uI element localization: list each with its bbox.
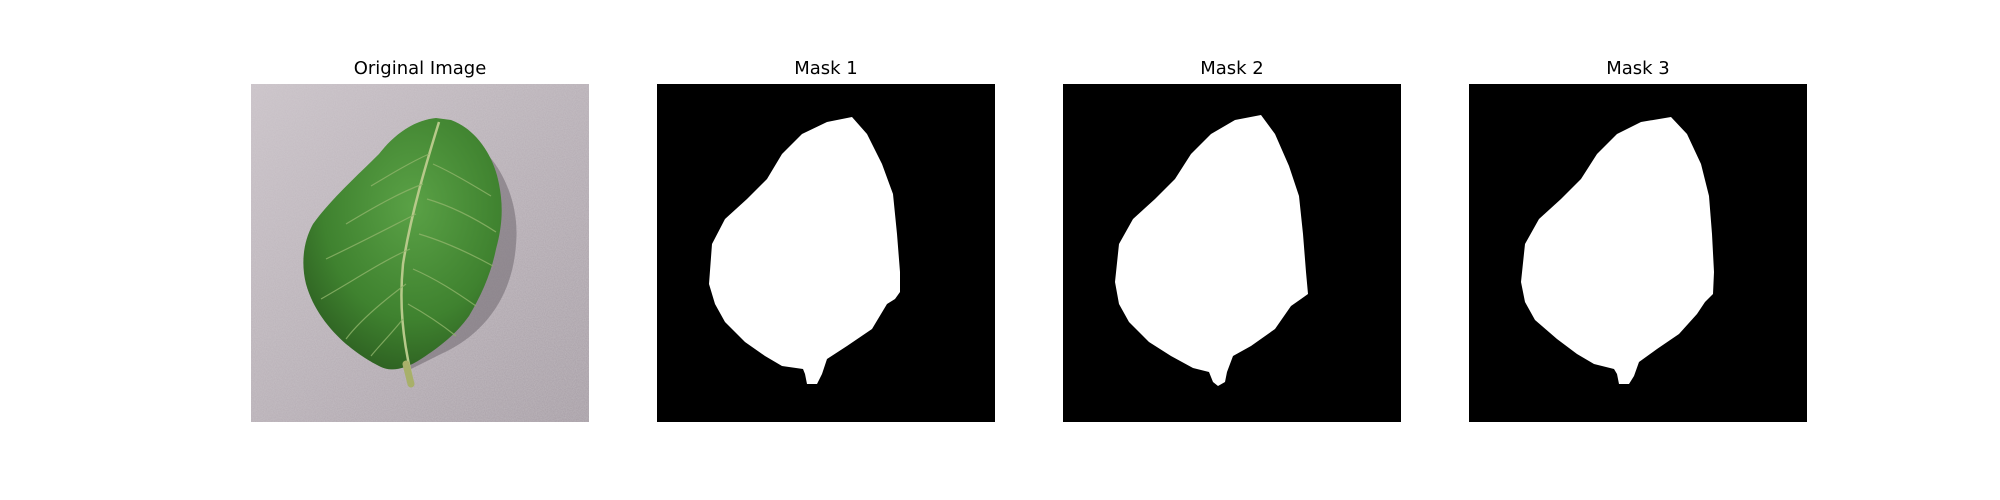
leaf-midrib [400, 121, 441, 375]
leaf-veins [320, 153, 497, 357]
mask-2-shape [1115, 115, 1308, 386]
panel-mask-3: Mask 3 [1469, 56, 1807, 422]
mask-1-shape [709, 117, 900, 384]
mask-3-image [1469, 84, 1807, 422]
leaf-shadow [371, 134, 517, 369]
panel-title: Original Image [353, 58, 487, 79]
mask-1-image [657, 84, 995, 422]
mask-2-image [1063, 84, 1401, 422]
leaf [303, 118, 502, 370]
panel-title: Mask 3 [1606, 58, 1670, 79]
mask-2-region [1115, 115, 1308, 386]
leaf-stem [402, 360, 415, 388]
panel-original-image: Original Image [251, 56, 589, 422]
panel-title: Mask 2 [1200, 58, 1264, 79]
panel-title: Mask 1 [794, 58, 858, 79]
mask-3-shape [1521, 117, 1714, 384]
leaf-photo [251, 84, 589, 422]
panel-mask-1: Mask 1 [657, 56, 995, 422]
mask-1-region [709, 117, 900, 384]
original-image [251, 84, 589, 422]
panel-mask-2: Mask 2 [1063, 56, 1401, 422]
mask-3-region [1521, 117, 1714, 384]
